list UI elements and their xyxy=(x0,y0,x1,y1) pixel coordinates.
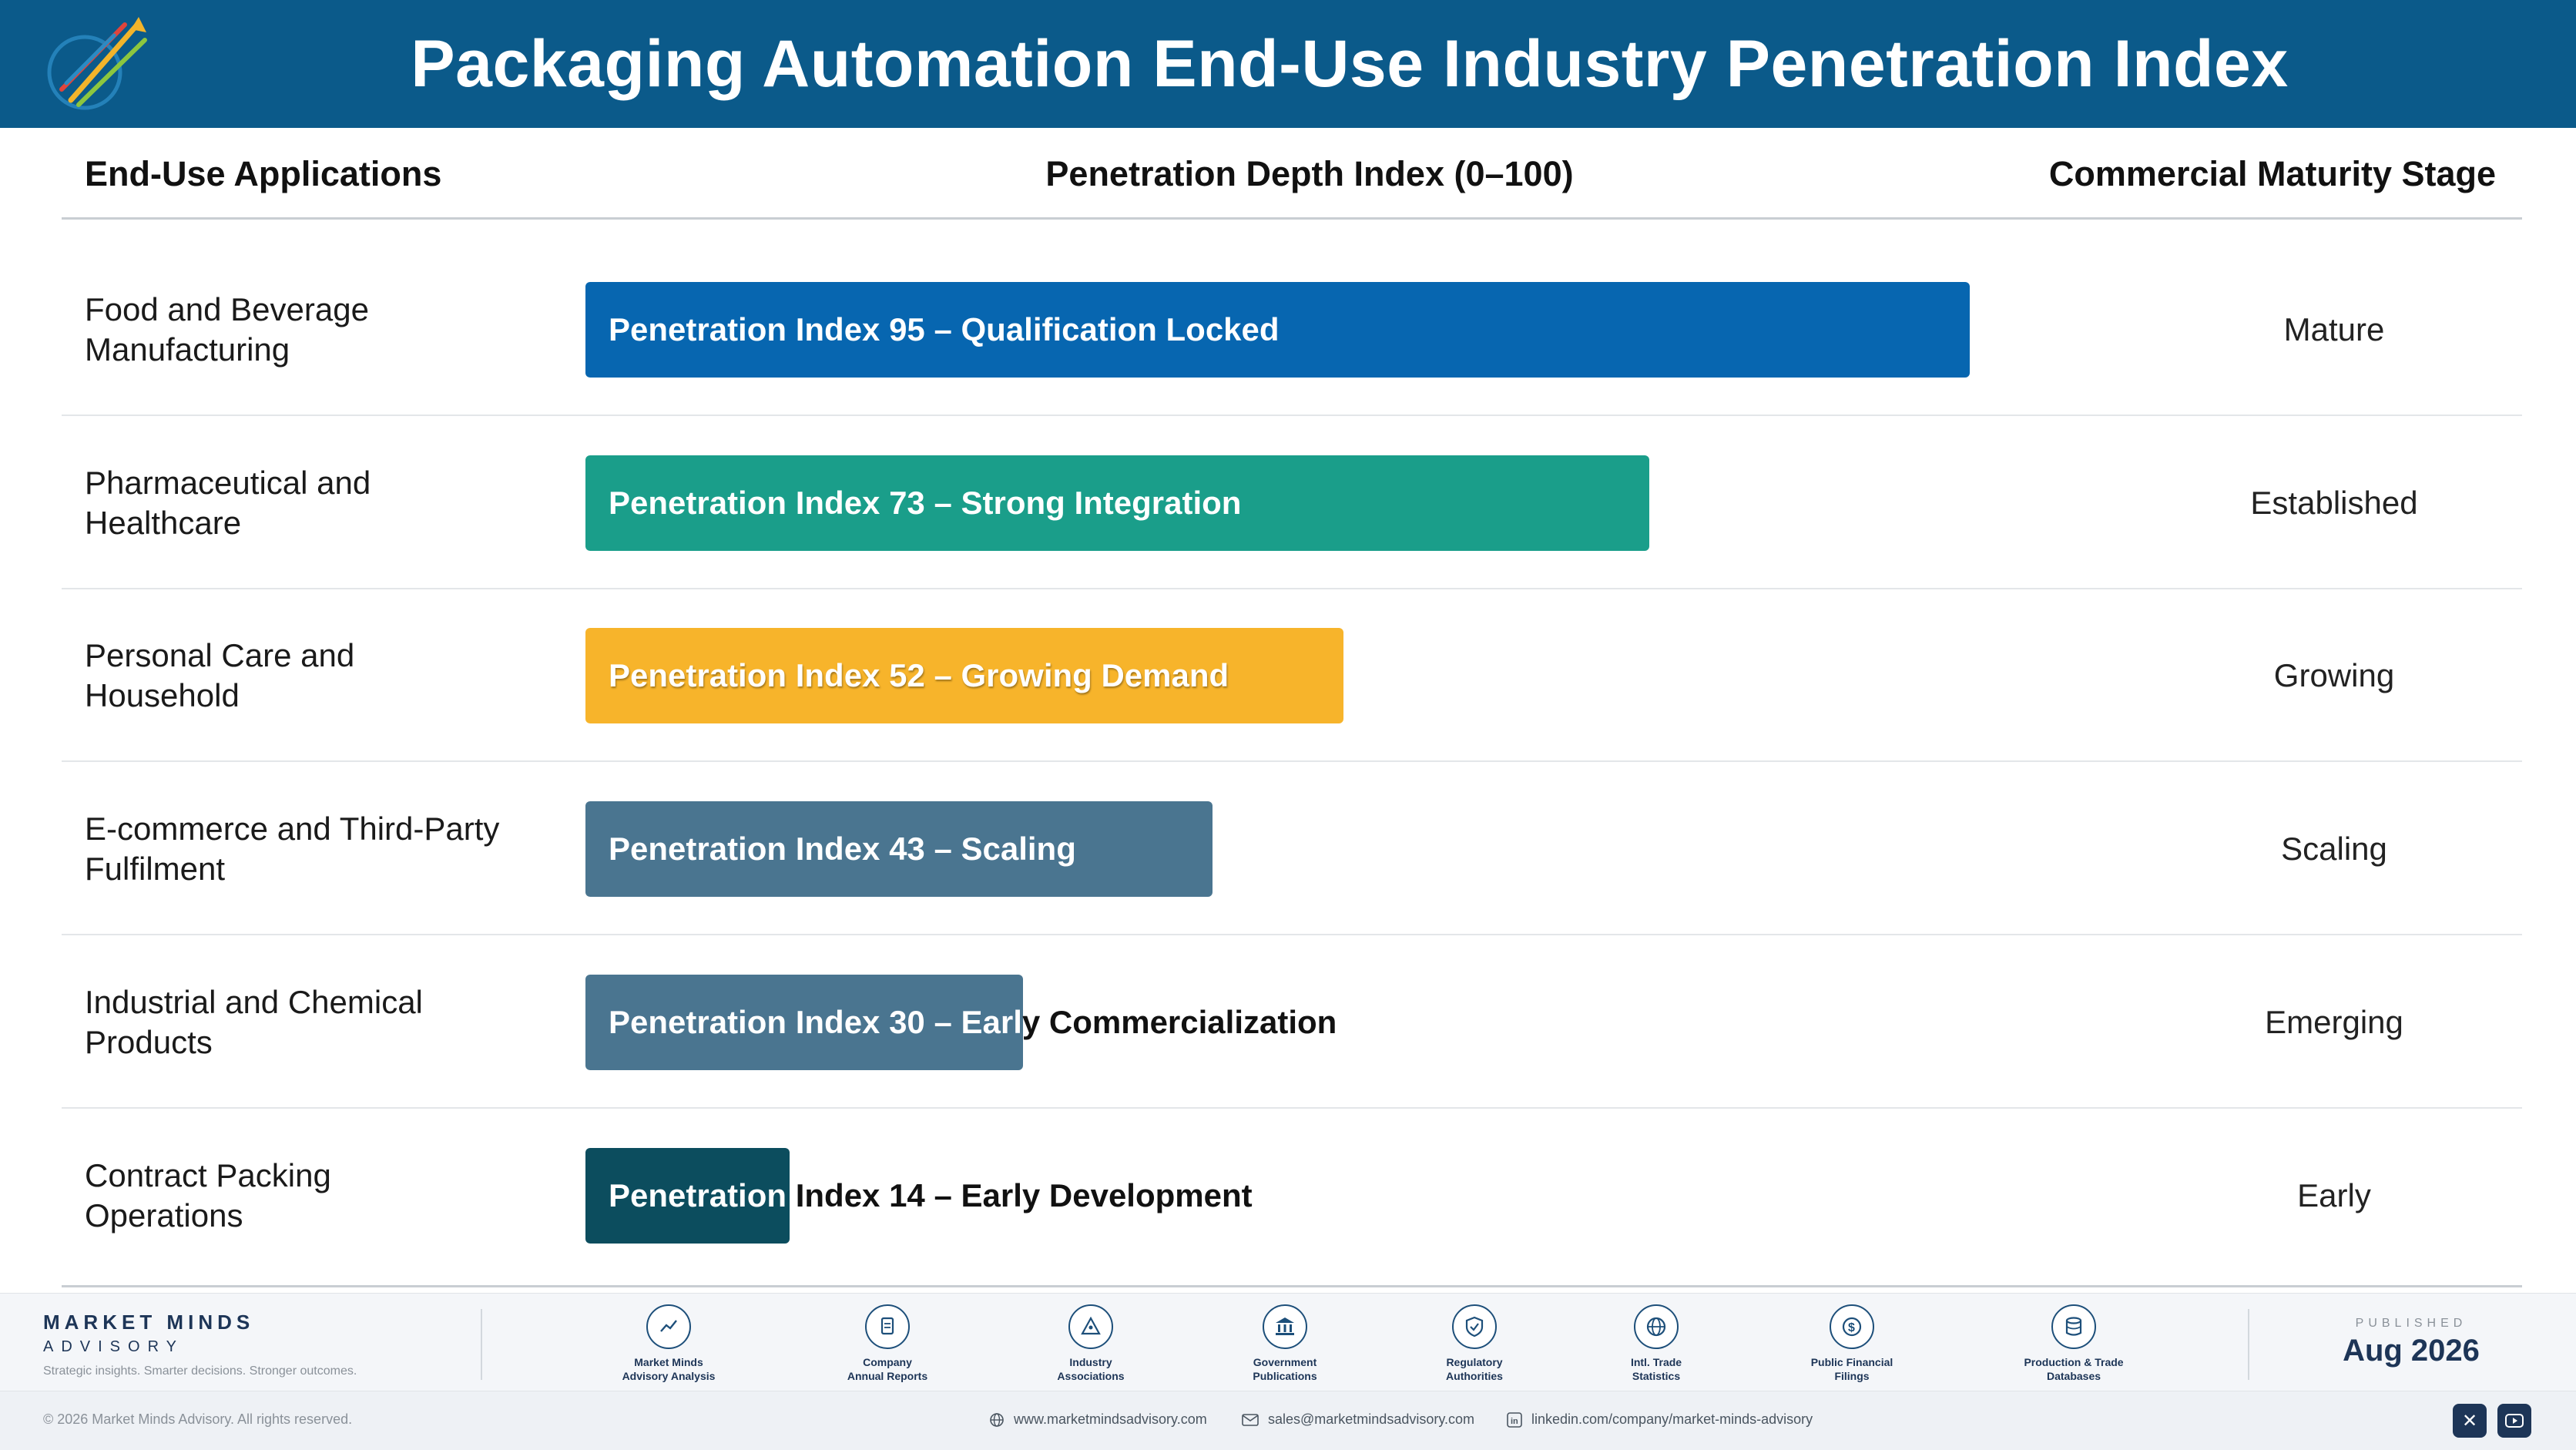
source-label: Industry Associations xyxy=(1057,1356,1125,1382)
maturity-stage: Mature xyxy=(2283,311,2385,347)
column-header-depth: Penetration Depth Index (0–100) xyxy=(1045,154,1574,193)
source-label: Company Annual Reports xyxy=(847,1356,928,1382)
svg-text:in: in xyxy=(1511,1417,1518,1426)
header-bar: Packaging Automation End-Use Industry Pe… xyxy=(0,0,2576,128)
table-row: Contract Packing Operations Penetration In… xyxy=(62,1109,2522,1282)
source-label: Government Publications xyxy=(1253,1356,1317,1382)
application-label: Contract Packing Operations xyxy=(85,1156,331,1234)
application-label: Industrial and Chemical Products xyxy=(85,983,423,1060)
website-link[interactable]: www.marketmindsadvisory.com xyxy=(989,1411,1207,1428)
source-label: Market Minds Advisory Analysis xyxy=(622,1356,716,1382)
penetration-bar xyxy=(585,282,1971,378)
globe-icon xyxy=(990,1412,1004,1427)
source-item: Regulatory Authorities xyxy=(1397,1304,1551,1383)
penetration-bar xyxy=(585,974,1023,1070)
page-title: Packaging Automation End-Use Industry Pe… xyxy=(411,26,2289,101)
bar-data-label: Penetration Index 95 – Qualification Loc… xyxy=(609,282,1280,378)
maturity-stage: Scaling xyxy=(2281,831,2387,868)
globe-icon xyxy=(1634,1304,1679,1349)
source-label: Intl. Trade Statistics xyxy=(1630,1356,1682,1382)
application-label: Pharmaceutical and Healthcare xyxy=(85,464,371,541)
column-header-applications: End-Use Applications xyxy=(85,154,442,193)
brand-subtitle: ADVISORY xyxy=(43,1338,184,1355)
dollar-coin-icon: $ xyxy=(1830,1304,1874,1349)
envelope-icon xyxy=(1242,1413,1259,1426)
source-item: Intl. Trade Statistics xyxy=(1579,1304,1733,1383)
penetration-bar xyxy=(585,455,1650,551)
header-divider xyxy=(62,217,2522,220)
table-row: Industrial and Chemical Products Penetrati… xyxy=(62,936,2522,1109)
brand-tagline: Strategic insights. Smarter decisions. S… xyxy=(43,1364,357,1378)
chart-bottom-divider xyxy=(62,1285,2522,1287)
source-item: Production & Trade Databases xyxy=(1997,1304,2151,1383)
linkedin-link[interactable]: in linkedin.com/company/market-minds-adv… xyxy=(1507,1411,1813,1428)
footer-contact-band: © 2026 Market Minds Advisory. All rights… xyxy=(0,1391,2576,1450)
maturity-stage: Growing xyxy=(2273,657,2395,694)
svg-text:$: $ xyxy=(1848,1321,1855,1334)
application-label: Personal Care and Household xyxy=(85,637,355,714)
application-label: E-commerce and Third-Party Fulfilment xyxy=(85,811,500,888)
published-label: PUBLISHED xyxy=(2355,1317,2467,1330)
database-icon xyxy=(2051,1304,2096,1349)
source-item: Market Minds Advisory Analysis xyxy=(592,1304,746,1383)
column-header-stage: Commercial Maturity Stage xyxy=(2048,154,2497,193)
footer-divider xyxy=(481,1309,482,1380)
maturity-stage: Emerging xyxy=(2265,1003,2403,1040)
government-building-icon xyxy=(1263,1304,1307,1349)
table-row: E-commerce and Third-Party Fulfilment Pene… xyxy=(62,763,2522,936)
source-item: Industry Associations xyxy=(1014,1304,1168,1383)
source-item: Government Publications xyxy=(1208,1304,1362,1383)
application-label: Food and Beverage Manufacturing xyxy=(85,291,369,368)
published-date: Aug 2026 xyxy=(2343,1334,2480,1368)
email-link[interactable]: sales@marketmindsadvisory.com xyxy=(1242,1411,1474,1428)
penetration-bar xyxy=(585,628,1343,724)
source-label: Production & Trade Databases xyxy=(2024,1356,2124,1382)
table-row: Personal Care and Household Penetration In… xyxy=(62,589,2522,763)
bar-data-label: Penetration Index 52 – Growing Demand xyxy=(609,628,1229,723)
bar-data-label: Penetration Index 14 – Early Development xyxy=(609,1148,1253,1244)
x-icon[interactable]: ✕ xyxy=(2453,1404,2487,1438)
linkedin-text: linkedin.com/company/market-minds-adviso… xyxy=(1531,1411,1813,1427)
source-label: Public Financial Filings xyxy=(1810,1356,1893,1382)
penetration-bar xyxy=(585,1147,790,1244)
rising-arrows-logo-icon xyxy=(47,17,147,110)
footer: MARKET MINDS ADVISORY Strategic insights… xyxy=(0,1293,2576,1450)
source-item: $ Public Financial Filings xyxy=(1775,1304,1929,1383)
linkedin-icon: in xyxy=(1507,1411,1522,1428)
network-triangle-icon xyxy=(1068,1304,1113,1349)
bar-data-label: Penetration Index 43 – Scaling xyxy=(609,801,1076,897)
footer-divider xyxy=(2248,1309,2249,1380)
brand-name: MARKET MINDS xyxy=(43,1311,255,1334)
source-item: Company Annual Reports xyxy=(810,1304,964,1383)
shield-check-icon xyxy=(1452,1304,1497,1349)
document-icon xyxy=(865,1304,910,1349)
table-row: Food and Beverage Manufacturing Penetratio… xyxy=(62,243,2522,416)
website-text: www.marketmindsadvisory.com xyxy=(1014,1411,1207,1427)
bar-data-label: Penetration Index 73 – Strong Integratio… xyxy=(609,455,1241,551)
table-row: Pharmaceutical and Healthcare Penetration … xyxy=(62,417,2522,589)
youtube-icon[interactable] xyxy=(2497,1404,2531,1438)
maturity-stage: Early xyxy=(2297,1176,2371,1213)
trend-line-icon xyxy=(646,1304,691,1349)
email-text: sales@marketmindsadvisory.com xyxy=(1268,1411,1475,1427)
source-label: Regulatory Authorities xyxy=(1446,1356,1503,1382)
copyright-text: © 2026 Market Minds Advisory. All rights… xyxy=(43,1411,353,1427)
penetration-bar xyxy=(585,801,1213,898)
maturity-stage: Established xyxy=(2250,484,2418,521)
bar-data-label: Penetration Index 30 – Early Commerciali… xyxy=(609,975,1337,1070)
